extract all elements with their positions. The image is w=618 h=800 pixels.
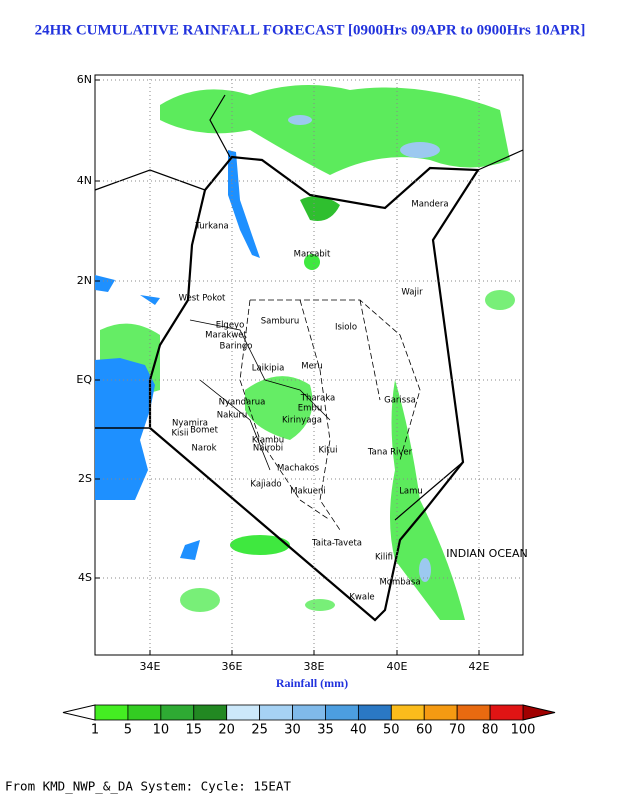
place-label: Nyandarua (219, 398, 266, 408)
lon-label: 36E (222, 660, 243, 673)
colorbar-box (325, 704, 359, 721)
place-label: Samburu (261, 317, 300, 327)
lat-label: EQ (76, 373, 92, 386)
lon-label: 40E (387, 660, 408, 673)
place-label: Tharaka (300, 394, 335, 404)
colorbar-box (94, 704, 129, 721)
colorbar-label: 100 (511, 723, 536, 738)
map-frame (94, 74, 524, 656)
lat-label: 2N (77, 274, 92, 287)
lat-label: 6N (77, 73, 92, 86)
place-label: Machakos (277, 464, 320, 474)
colorbar-label: 40 (350, 723, 367, 738)
place-label: Garissa (384, 396, 416, 406)
lon-label: 34E (140, 660, 161, 673)
colorbar-label: 30 (284, 723, 301, 738)
colorbar-box (193, 704, 228, 721)
place-label: Marsabit (294, 250, 331, 260)
colorbar-over (522, 704, 556, 721)
colorbar-label: 60 (416, 723, 433, 738)
lon-label: 38E (304, 660, 325, 673)
colorbar-box (127, 704, 162, 721)
lat-label: 2S (78, 472, 92, 485)
place-label: Narok (192, 444, 217, 454)
colorbar-under (62, 704, 96, 721)
colorbar: 1 5 10 15 20 25 30 35 40 50 60 70 80 100 (62, 704, 556, 738)
colorbar-box (160, 704, 195, 721)
colorbar-label: 25 (251, 723, 268, 738)
colorbar-label: 20 (218, 723, 235, 738)
place-label: Mandera (411, 200, 448, 210)
place-label: Kisii (171, 429, 188, 439)
ocean-label: INDIAN OCEAN (446, 547, 527, 560)
place-label: Kitui (318, 446, 337, 456)
colorbar-label: 15 (185, 723, 202, 738)
colorbar-box (423, 704, 458, 721)
place-labels: Turkana Marsabit Mandera Wajir West Pokot Sam… (171, 200, 527, 603)
borders (94, 94, 524, 622)
place-label: Lamu (399, 487, 423, 497)
place-label: Kiambu (252, 436, 284, 446)
colorbar-label: 70 (449, 723, 466, 738)
place-label: Nairobi (253, 444, 283, 454)
place-label: Turkana (194, 222, 228, 232)
place-label: Marakwet (205, 331, 247, 341)
place-label: Isiolo (335, 323, 357, 333)
colorbar-box (292, 704, 326, 721)
colorbar-label: 35 (317, 723, 334, 738)
colorbar-label: 10 (153, 723, 170, 738)
lon-label: 42E (469, 660, 490, 673)
footer: From KMD_NWP_&_DA System: Cycle: 15EAT (5, 779, 291, 794)
place-label: Bomet (190, 426, 219, 436)
title: 24HR CUMULATIVE RAINFALL FORECAST [0900H… (35, 22, 586, 38)
place-label: Taita-Taveta (311, 539, 362, 549)
lat-label: 4N (77, 174, 92, 187)
place-label: Laikipia (252, 364, 285, 374)
colorbar-box (226, 704, 261, 721)
axis-title: Rainfall (mm) (276, 676, 348, 690)
colorbar-label: 50 (383, 723, 400, 738)
place-label: Nyamira (172, 419, 208, 429)
colorbar-box (390, 704, 425, 721)
place-label: Kajiado (250, 480, 281, 490)
place-label: Kwale (349, 593, 374, 603)
place-label: Baringo (220, 342, 253, 352)
colorbar-box (259, 704, 293, 721)
colorbar-label: 80 (482, 723, 499, 738)
place-label: Nakuru (217, 411, 248, 421)
colorbar-box (489, 704, 524, 721)
colorbar-label: 1 (91, 723, 99, 738)
place-label: Kirinyaga (282, 416, 322, 426)
place-label: Embu (298, 404, 322, 414)
place-label: Tana River (367, 448, 413, 458)
place-label: Meru (301, 362, 322, 372)
place-label: Kilifi (375, 553, 393, 563)
lat-label: 4S (78, 571, 92, 584)
colorbar-label: 5 (124, 723, 132, 738)
place-label: Wajir (401, 288, 423, 298)
colorbar-box (456, 704, 491, 721)
place-label: Mombasa (379, 578, 420, 588)
place-label: Elgeyo (216, 321, 245, 331)
place-label: Makueni (290, 487, 326, 497)
colorbar-box (357, 704, 392, 721)
graticule: 6N 4N 2N EQ 2S 4S 34E 36E 38E 40E 42E (76, 73, 523, 673)
place-label: West Pokot (179, 294, 226, 304)
